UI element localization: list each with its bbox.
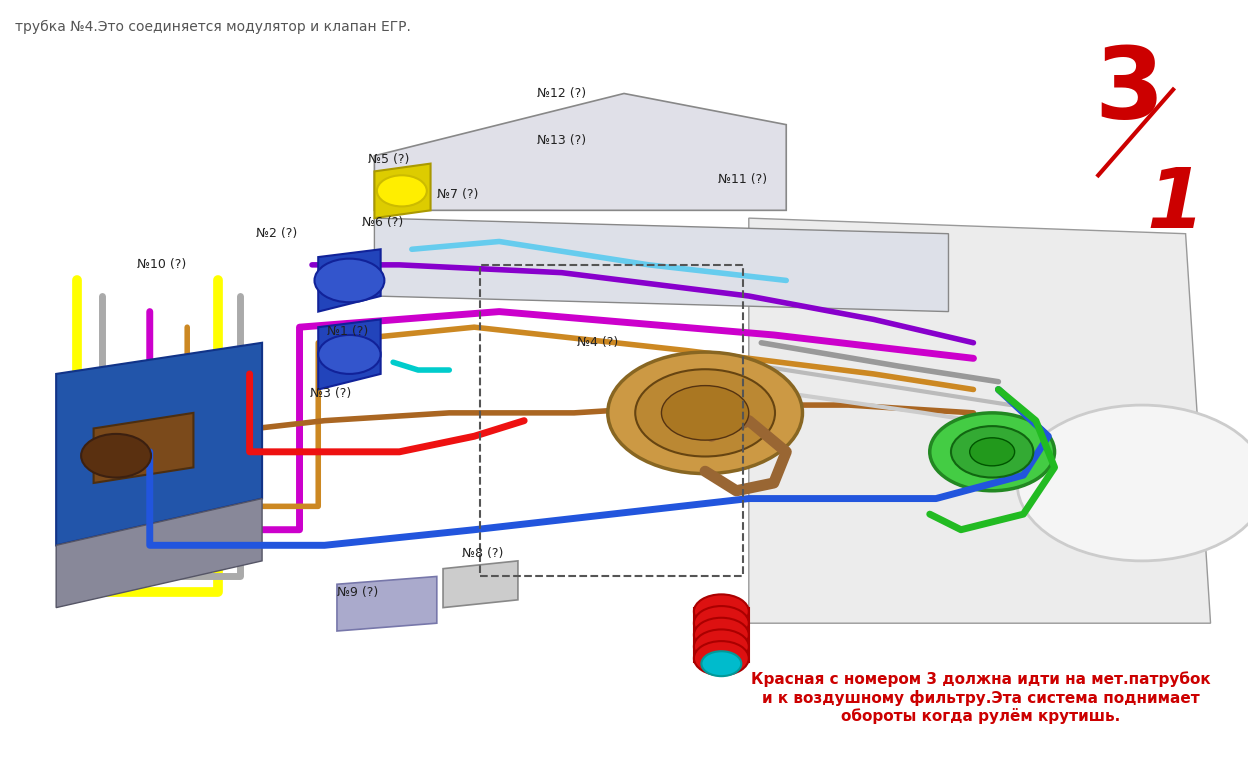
Text: №4 (?): №4 (?) <box>577 337 618 349</box>
Text: №2 (?): №2 (?) <box>256 227 297 240</box>
Circle shape <box>661 386 749 440</box>
Polygon shape <box>443 561 518 608</box>
Circle shape <box>314 259 384 302</box>
Circle shape <box>970 438 1015 466</box>
Circle shape <box>377 175 427 206</box>
Polygon shape <box>56 499 262 608</box>
Circle shape <box>694 641 749 675</box>
Circle shape <box>701 651 741 676</box>
Polygon shape <box>94 413 193 483</box>
Circle shape <box>694 606 749 640</box>
Text: №5 (?): №5 (?) <box>368 153 409 166</box>
Text: №11 (?): №11 (?) <box>718 173 766 185</box>
Text: трубка №4.Это соединяется модулятор и клапан ЕГР.: трубка №4.Это соединяется модулятор и кл… <box>15 19 411 33</box>
Text: №1 (?): №1 (?) <box>327 325 368 337</box>
Bar <box>480 265 743 576</box>
Circle shape <box>694 618 749 652</box>
Circle shape <box>930 413 1055 491</box>
Polygon shape <box>318 319 381 390</box>
Polygon shape <box>694 608 749 662</box>
Polygon shape <box>749 218 1211 623</box>
Polygon shape <box>56 343 262 545</box>
Polygon shape <box>337 576 437 631</box>
Text: №8 (?): №8 (?) <box>462 547 503 559</box>
Polygon shape <box>318 249 381 312</box>
Text: №13 (?): №13 (?) <box>537 134 585 146</box>
Text: 3: 3 <box>1094 43 1164 140</box>
Circle shape <box>608 352 802 474</box>
Text: №12 (?): №12 (?) <box>537 87 585 100</box>
Text: Красная с номером 3 должна идти на мет.патрубок
и к воздушному фильтру.Эта систе: Красная с номером 3 должна идти на мет.п… <box>751 671 1211 724</box>
Circle shape <box>81 434 151 478</box>
Circle shape <box>951 426 1033 478</box>
Circle shape <box>694 594 749 629</box>
Text: №7 (?): №7 (?) <box>437 189 478 201</box>
Text: №10 (?): №10 (?) <box>137 259 186 271</box>
Circle shape <box>318 335 381 374</box>
Text: 1: 1 <box>1147 164 1204 245</box>
Polygon shape <box>374 164 431 218</box>
Circle shape <box>1017 405 1248 561</box>
Polygon shape <box>374 93 786 210</box>
Circle shape <box>635 369 775 456</box>
Text: №3 (?): №3 (?) <box>310 387 351 400</box>
Polygon shape <box>374 218 948 312</box>
Text: №9 (?): №9 (?) <box>337 586 378 598</box>
Circle shape <box>694 629 749 664</box>
Text: №6 (?): №6 (?) <box>362 216 403 228</box>
